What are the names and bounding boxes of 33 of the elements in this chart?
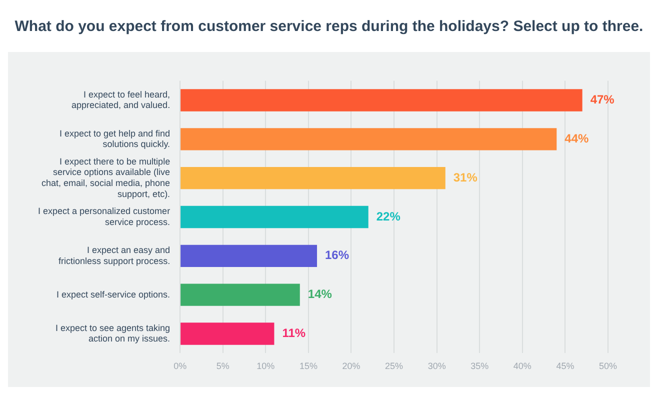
y-tick-label: I expect to feel heard, appreciated, and valued.: [71, 89, 170, 110]
x-tick-label: 50%: [598, 361, 618, 372]
x-tick-label: 10%: [256, 361, 275, 372]
x-tick-label: 25%: [385, 361, 404, 372]
data-label: 31%: [453, 170, 478, 184]
y-tick-label: I expect there to be multiple service options available (live chat, email, social media, phone support, etc).: [41, 156, 170, 199]
bar: [180, 89, 582, 112]
bar: [180, 284, 300, 306]
bar: [180, 166, 446, 190]
chart-title: What do you expect from customer service reps during the holidays? Select up to three.: [14, 18, 644, 35]
x-tick-label: 40%: [513, 361, 532, 372]
y-tick-label: I expect to get help and find solutions quickly.: [59, 128, 170, 150]
bar: [180, 244, 318, 268]
x-tick-label: 30%: [428, 361, 446, 372]
data-label: 16%: [325, 248, 350, 262]
data-label: 44%: [564, 131, 589, 146]
y-tick-label: I expect to see agents taking action on my issues.: [55, 322, 170, 344]
x-tick-label: 15%: [299, 361, 318, 372]
bar: [180, 128, 557, 150]
x-tick-label: 0%: [174, 361, 187, 372]
data-label: 47%: [590, 92, 615, 107]
y-tick-label: I expect a personalized customer service process.: [38, 206, 170, 227]
data-label: 14%: [308, 287, 332, 302]
y-tick-label: I expect self-service options.: [56, 289, 170, 300]
data-label: 22%: [376, 209, 401, 224]
x-tick-label: 35%: [470, 361, 489, 372]
y-tick-label: I expect an easy and frictionless support process.: [58, 245, 170, 266]
x-tick-label: 20%: [342, 361, 360, 372]
x-tick-label: 5%: [216, 361, 230, 372]
data-label: 11%: [282, 326, 306, 340]
bar: [180, 322, 274, 345]
bar: [180, 206, 368, 228]
x-tick-label: 45%: [556, 361, 574, 372]
